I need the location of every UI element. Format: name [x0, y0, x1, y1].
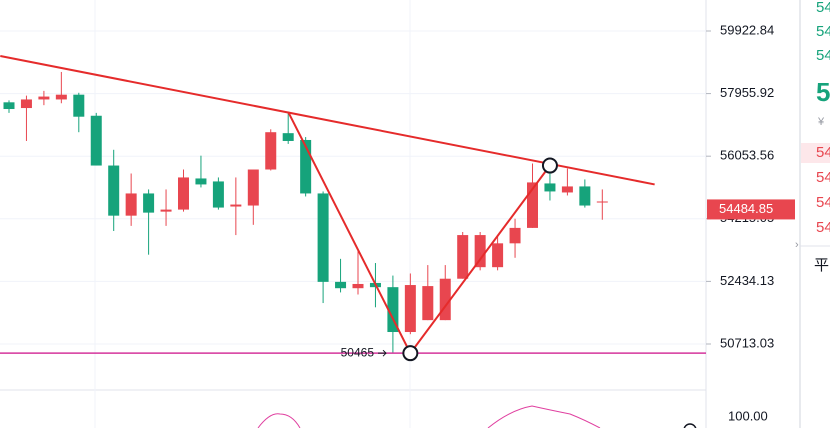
- y-tick-label: 52434.13: [720, 273, 774, 288]
- ask-price: 54: [816, 0, 830, 16]
- candle-body: [73, 94, 85, 117]
- bid-price: 54: [816, 219, 830, 236]
- candle-body: [596, 201, 608, 203]
- last-price: 5: [816, 77, 830, 107]
- marker: [683, 423, 697, 428]
- indicator-line: [487, 405, 601, 428]
- candle-body: [265, 132, 277, 170]
- candle-body: [439, 278, 451, 321]
- candle-body: [579, 186, 591, 206]
- candle-body: [55, 94, 67, 100]
- collapse-arrow[interactable]: ›: [795, 239, 799, 251]
- candle-body: [282, 133, 294, 141]
- indicator-tick-label: 100.00: [728, 408, 768, 423]
- candle-body: [125, 193, 137, 216]
- candle-body: [230, 204, 242, 207]
- support-label: 50465: [341, 345, 375, 359]
- candle-body: [561, 186, 573, 193]
- price-tag-label: 54484.85: [719, 201, 773, 216]
- candle-body: [457, 235, 469, 279]
- currency: ¥: [817, 116, 825, 128]
- zigzag-point: [541, 157, 558, 174]
- candle-body: [300, 139, 312, 194]
- candle-body: [404, 285, 416, 333]
- y-tick-label: 59922.84: [720, 22, 774, 37]
- candle-body: [178, 177, 189, 210]
- candle-body: [544, 183, 556, 192]
- y-tick-label: 56053.56: [720, 148, 774, 163]
- indicator-line: [257, 413, 301, 428]
- candle-body: [335, 281, 347, 289]
- candle-body: [212, 181, 224, 208]
- bid-price: 54: [816, 194, 830, 211]
- support-arrow: [378, 349, 387, 357]
- zigzag-point: [402, 345, 419, 362]
- ask-price: 54: [816, 47, 830, 64]
- candle-body: [195, 178, 207, 185]
- candle-body: [422, 286, 434, 321]
- bid-price: 54: [816, 144, 830, 161]
- close-button[interactable]: 平: [814, 257, 829, 274]
- candle-body: [247, 169, 259, 206]
- price-tag: [707, 199, 795, 220]
- candle-body: [317, 193, 329, 282]
- candle-body: [387, 287, 399, 333]
- y-tick-label: 57955.92: [720, 85, 774, 100]
- bid-highlight: [801, 143, 830, 163]
- candle-body: [3, 102, 15, 110]
- candle-body: [527, 182, 538, 228]
- candle-body: [143, 193, 155, 213]
- candle-body: [352, 283, 364, 289]
- candle-body: [474, 235, 486, 268]
- candle-body: [160, 209, 172, 212]
- candle-body: [90, 115, 102, 166]
- candle-body: [38, 96, 50, 100]
- candle-body: [492, 243, 504, 268]
- candle-body: [108, 165, 120, 216]
- bid-price: 54: [816, 169, 830, 186]
- ask-price: 54: [816, 23, 830, 40]
- candle-body: [20, 99, 32, 109]
- y-tick-label: 50713.03: [720, 335, 774, 350]
- candle-body: [509, 227, 521, 244]
